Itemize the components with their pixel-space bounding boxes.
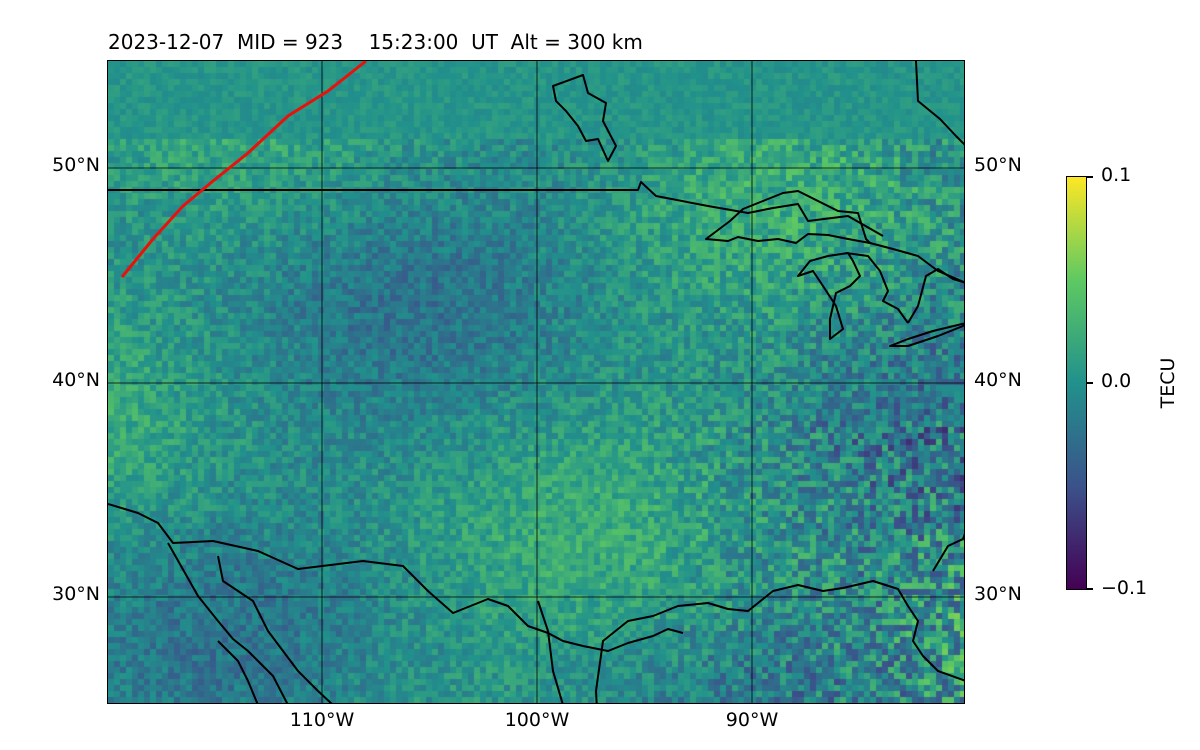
map-overlay xyxy=(108,61,964,703)
gulf-coast xyxy=(595,580,964,703)
lon-label-110: 110°W xyxy=(289,709,355,731)
colorbar-title: TECU xyxy=(1157,357,1179,409)
lat-label-40-left: 40°N xyxy=(52,369,100,391)
satellite-track xyxy=(120,61,367,278)
hudson-bay xyxy=(552,74,617,162)
plot-title: 2023-12-07 MID = 923 15:23:00 UT Alt = 3… xyxy=(108,30,643,54)
lake-superior xyxy=(705,190,871,244)
mexico-east xyxy=(537,600,564,703)
georgian-bay xyxy=(907,268,964,324)
baja-california xyxy=(167,542,289,703)
us-mexico-border xyxy=(108,503,684,652)
colorbar-tick-max xyxy=(1087,176,1093,178)
lat-label-30-right: 30°N xyxy=(974,583,1022,605)
lat-label-50-left: 50°N xyxy=(52,154,100,176)
lake-erie xyxy=(889,322,964,347)
colorbar-min-label: −0.1 xyxy=(1101,577,1148,599)
lon-label-100: 100°W xyxy=(504,709,570,731)
lon-label-90: 90°W xyxy=(725,709,779,731)
florida-peninsula xyxy=(932,533,964,572)
colorbar-max-label: 0.1 xyxy=(1101,164,1132,186)
coastlines xyxy=(108,61,964,703)
lat-label-40-right: 40°N xyxy=(974,369,1022,391)
james-bay-west xyxy=(915,61,964,146)
colorbar-tick-mid xyxy=(1087,382,1093,384)
us-canada-border xyxy=(108,181,884,237)
lat-label-30-left: 30°N xyxy=(52,583,100,605)
gulf-of-california xyxy=(217,555,333,703)
colorbar xyxy=(1066,176,1087,590)
mexico-pacific xyxy=(217,640,259,703)
lat-label-50-right: 50°N xyxy=(974,154,1022,176)
lake-michigan xyxy=(797,252,861,340)
colorbar-mid-label: 0.0 xyxy=(1101,370,1132,392)
colorbar-tick-min xyxy=(1087,588,1093,590)
graticule xyxy=(108,61,964,703)
tec-map xyxy=(107,60,965,704)
michigan-east xyxy=(845,252,909,324)
